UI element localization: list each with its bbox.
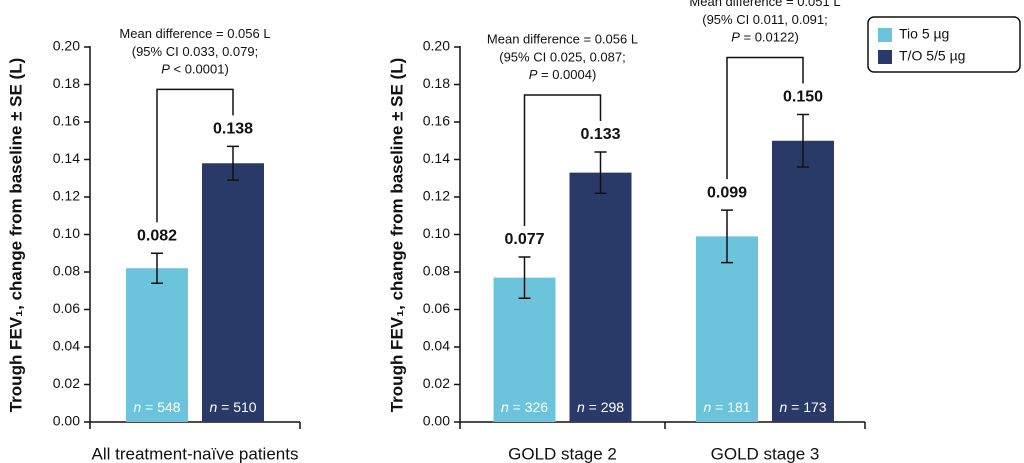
y-tick-label: 0.20 [53, 38, 80, 54]
y-tick-label: 0.00 [423, 413, 450, 429]
legend-label: T/O 5/5 µg [899, 48, 965, 64]
n-label: n = 298 [577, 399, 624, 415]
bar [569, 172, 632, 422]
annotation: P = 0.0004) [529, 67, 597, 82]
value-label: 0.099 [707, 184, 747, 201]
y-tick-label: 0.04 [423, 338, 450, 354]
y-tick-label: 0.04 [53, 338, 80, 354]
y-tick-label: 0.18 [53, 75, 80, 91]
n-label: n = 181 [703, 399, 750, 415]
value-label: 0.138 [213, 121, 253, 138]
y-tick-label: 0.06 [423, 300, 450, 316]
y-tick-label: 0.10 [53, 225, 80, 241]
bar [126, 268, 188, 422]
y-tick-label: 0.10 [423, 225, 450, 241]
y-tick-label: 0.02 [423, 375, 450, 391]
annotation: P < 0.0001) [161, 62, 229, 77]
y-tick-label: 0.06 [53, 300, 80, 316]
y-tick-label: 0.20 [423, 38, 450, 54]
x-tick-label: GOLD stage 3 [711, 444, 820, 463]
y-tick-label: 0.00 [53, 413, 80, 429]
annotation: (95% CI 0.025, 0.087; [499, 49, 625, 64]
legend-swatch [878, 50, 892, 64]
y-tick-label: 0.08 [423, 263, 450, 279]
annotation: P = 0.0122) [731, 30, 799, 45]
y-tick-label: 0.14 [53, 150, 80, 166]
annotation: Mean difference = 0.051 L [689, 0, 840, 9]
annotation: Mean difference = 0.056 L [119, 26, 270, 41]
bar [696, 236, 758, 422]
n-label: n = 510 [209, 399, 256, 415]
x-tick-label: All treatment-naïve patients [92, 444, 299, 463]
value-label: 0.082 [137, 227, 177, 244]
annotation: (95% CI 0.033, 0.079; [132, 44, 258, 59]
bracket [156, 88, 234, 223]
y-tick-label: 0.18 [423, 75, 450, 91]
legend-label: Tio 5 µg [899, 26, 949, 42]
legend-box [867, 16, 1021, 73]
y-tick-label: 0.16 [53, 113, 80, 129]
n-label: n = 173 [779, 399, 826, 415]
legend-swatch [878, 28, 892, 42]
y-tick-label: 0.16 [423, 113, 450, 129]
y-axis-label: Trough FEV₁, change from baseline ± SE (… [6, 58, 25, 413]
y-axis-label: Trough FEV₁, change from baseline ± SE (… [387, 58, 406, 413]
n-label: n = 326 [501, 399, 548, 415]
y-tick-label: 0.02 [53, 375, 80, 391]
y-tick-label: 0.12 [53, 188, 80, 204]
bracket [726, 56, 804, 180]
bar [202, 163, 264, 422]
x-tick-label: GOLD stage 2 [508, 444, 617, 463]
value-label: 0.150 [783, 89, 823, 106]
legend: Tio 5 µg T/O 5/5 µg [867, 16, 1021, 73]
annotation: (95% CI 0.011, 0.091; [702, 12, 828, 27]
bar [772, 140, 834, 422]
n-label: n = 548 [133, 399, 180, 415]
y-tick-label: 0.12 [423, 188, 450, 204]
bar [493, 277, 556, 422]
bracket [523, 94, 602, 226]
value-label: 0.133 [580, 126, 620, 143]
value-label: 0.077 [504, 231, 544, 248]
annotation: Mean difference = 0.056 L [487, 31, 638, 46]
y-tick-label: 0.14 [423, 150, 450, 166]
y-tick-label: 0.08 [53, 263, 80, 279]
